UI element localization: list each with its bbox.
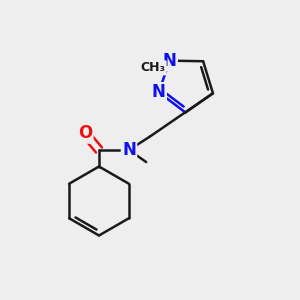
Text: N: N <box>152 83 166 101</box>
Text: CH₃: CH₃ <box>141 61 166 74</box>
Text: N: N <box>163 52 177 70</box>
Text: O: O <box>78 124 92 142</box>
Text: N: N <box>122 141 136 159</box>
